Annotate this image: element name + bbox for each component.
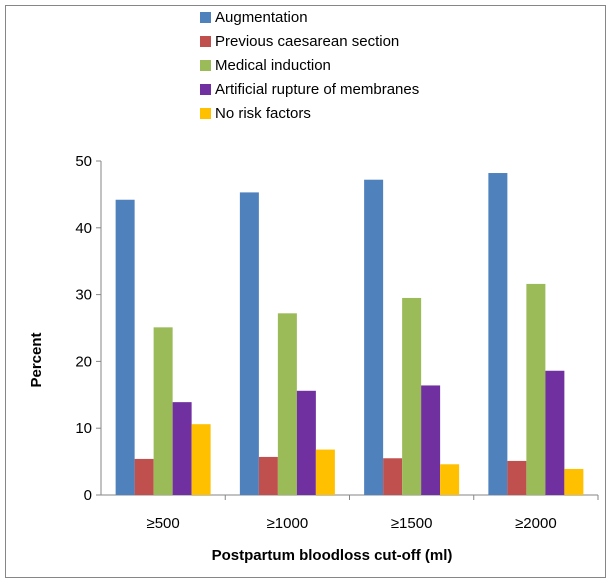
y-tick-label: 40	[75, 220, 92, 237]
y-tick-label: 10	[75, 420, 92, 437]
legend-swatch	[200, 60, 211, 71]
x-tick-label: ≥500	[146, 515, 179, 532]
bar	[440, 464, 460, 495]
y-axis-label: Percent	[28, 332, 45, 387]
legend-swatch	[200, 84, 211, 95]
bar	[296, 390, 316, 495]
bar	[545, 370, 565, 495]
legend-label: Medical induction	[215, 57, 331, 74]
x-tick-label: ≥2000	[515, 515, 557, 532]
bar	[526, 283, 546, 495]
y-tick-label: 30	[75, 287, 92, 304]
bar	[383, 458, 403, 495]
bar	[564, 468, 584, 495]
y-tick-label: 20	[75, 353, 92, 370]
bars	[115, 173, 584, 496]
bar	[402, 297, 422, 495]
legend-label: Augmentation	[215, 9, 308, 26]
bar	[277, 313, 297, 495]
bar	[153, 327, 173, 495]
bar	[421, 385, 441, 495]
bar	[488, 173, 508, 496]
y-tick-label: 50	[75, 153, 92, 170]
bar	[364, 179, 384, 496]
x-axis-label: Postpartum bloodloss cut-off (ml)	[212, 547, 453, 564]
legend-swatch	[200, 36, 211, 47]
legend-swatch	[200, 108, 211, 119]
bar	[134, 458, 154, 495]
bar	[172, 402, 192, 495]
bar	[191, 424, 211, 495]
legend-label: Previous caesarean section	[215, 33, 399, 50]
axes: 0 10 20 30 40 50 ≥500 ≥1000 ≥1500 ≥2000	[75, 153, 599, 532]
y-tick-label: 0	[84, 487, 92, 504]
x-tick-label: ≥1000	[267, 515, 309, 532]
legend: Augmentation Previous caesarean section Me…	[200, 9, 419, 122]
bar	[115, 199, 135, 495]
legend-swatch	[200, 12, 211, 23]
bar	[507, 460, 527, 495]
bar	[258, 456, 278, 495]
x-tick-label: ≥1500	[391, 515, 433, 532]
bar	[239, 192, 259, 495]
legend-label: No risk factors	[215, 105, 311, 122]
legend-label: Artificial rupture of membranes	[215, 81, 419, 98]
bar	[315, 449, 335, 495]
